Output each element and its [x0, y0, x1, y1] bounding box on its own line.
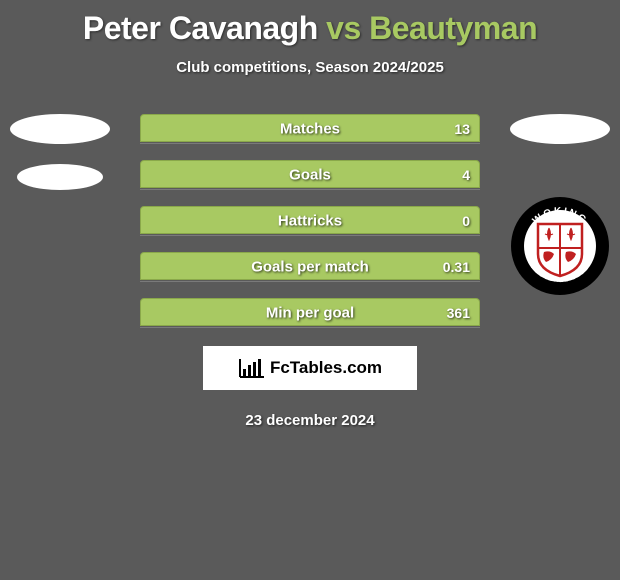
stat-row: Goals 4 [140, 160, 480, 190]
stat-baseline [140, 281, 480, 282]
title-player1: Peter Cavanagh [83, 10, 318, 46]
right-club-badges: WOKING FOOTBALL CLUB [510, 114, 610, 296]
stat-value: 0.31 [443, 259, 470, 275]
subtitle: Club competitions, Season 2024/2025 [0, 59, 620, 76]
club-badge-placeholder [510, 114, 610, 144]
left-club-badges [10, 114, 110, 210]
stat-label: Hattricks [278, 213, 342, 230]
stat-value: 4 [462, 167, 470, 183]
stat-baseline [140, 189, 480, 190]
date-text: 23 december 2024 [0, 412, 620, 429]
stat-row: Matches 13 [140, 114, 480, 144]
stat-label: Matches [280, 121, 340, 138]
club-badge-placeholder [17, 164, 103, 190]
stat-label: Min per goal [266, 305, 354, 322]
stat-row: Min per goal 361 [140, 298, 480, 328]
stat-value: 13 [454, 121, 470, 137]
stat-value: 361 [447, 305, 470, 321]
stat-baseline [140, 235, 480, 236]
stat-bars: Matches 13 Goals 4 Hattricks 0 Goals per match… [140, 114, 480, 328]
club-badge-placeholder [10, 114, 110, 144]
stat-row: Hattricks 0 [140, 206, 480, 236]
title-player2: Beautyman [369, 10, 537, 46]
stat-label: Goals per match [251, 259, 369, 276]
club-crest-woking: WOKING FOOTBALL CLUB [510, 196, 610, 296]
bar-chart-icon [238, 357, 266, 379]
page-title: Peter Cavanagh vs Beautyman [0, 10, 620, 47]
stat-baseline [140, 143, 480, 144]
stat-value: 0 [462, 213, 470, 229]
stat-label: Goals [289, 167, 331, 184]
stats-area: WOKING FOOTBALL CLUB [0, 114, 620, 328]
stat-row: Goals per match 0.31 [140, 252, 480, 282]
brand-text: FcTables.com [270, 358, 382, 378]
stat-baseline [140, 327, 480, 328]
brand-box: FcTables.com [203, 346, 417, 390]
title-vs: vs [326, 10, 361, 46]
comparison-card: Peter Cavanagh vs Beautyman Club competi… [0, 0, 620, 429]
